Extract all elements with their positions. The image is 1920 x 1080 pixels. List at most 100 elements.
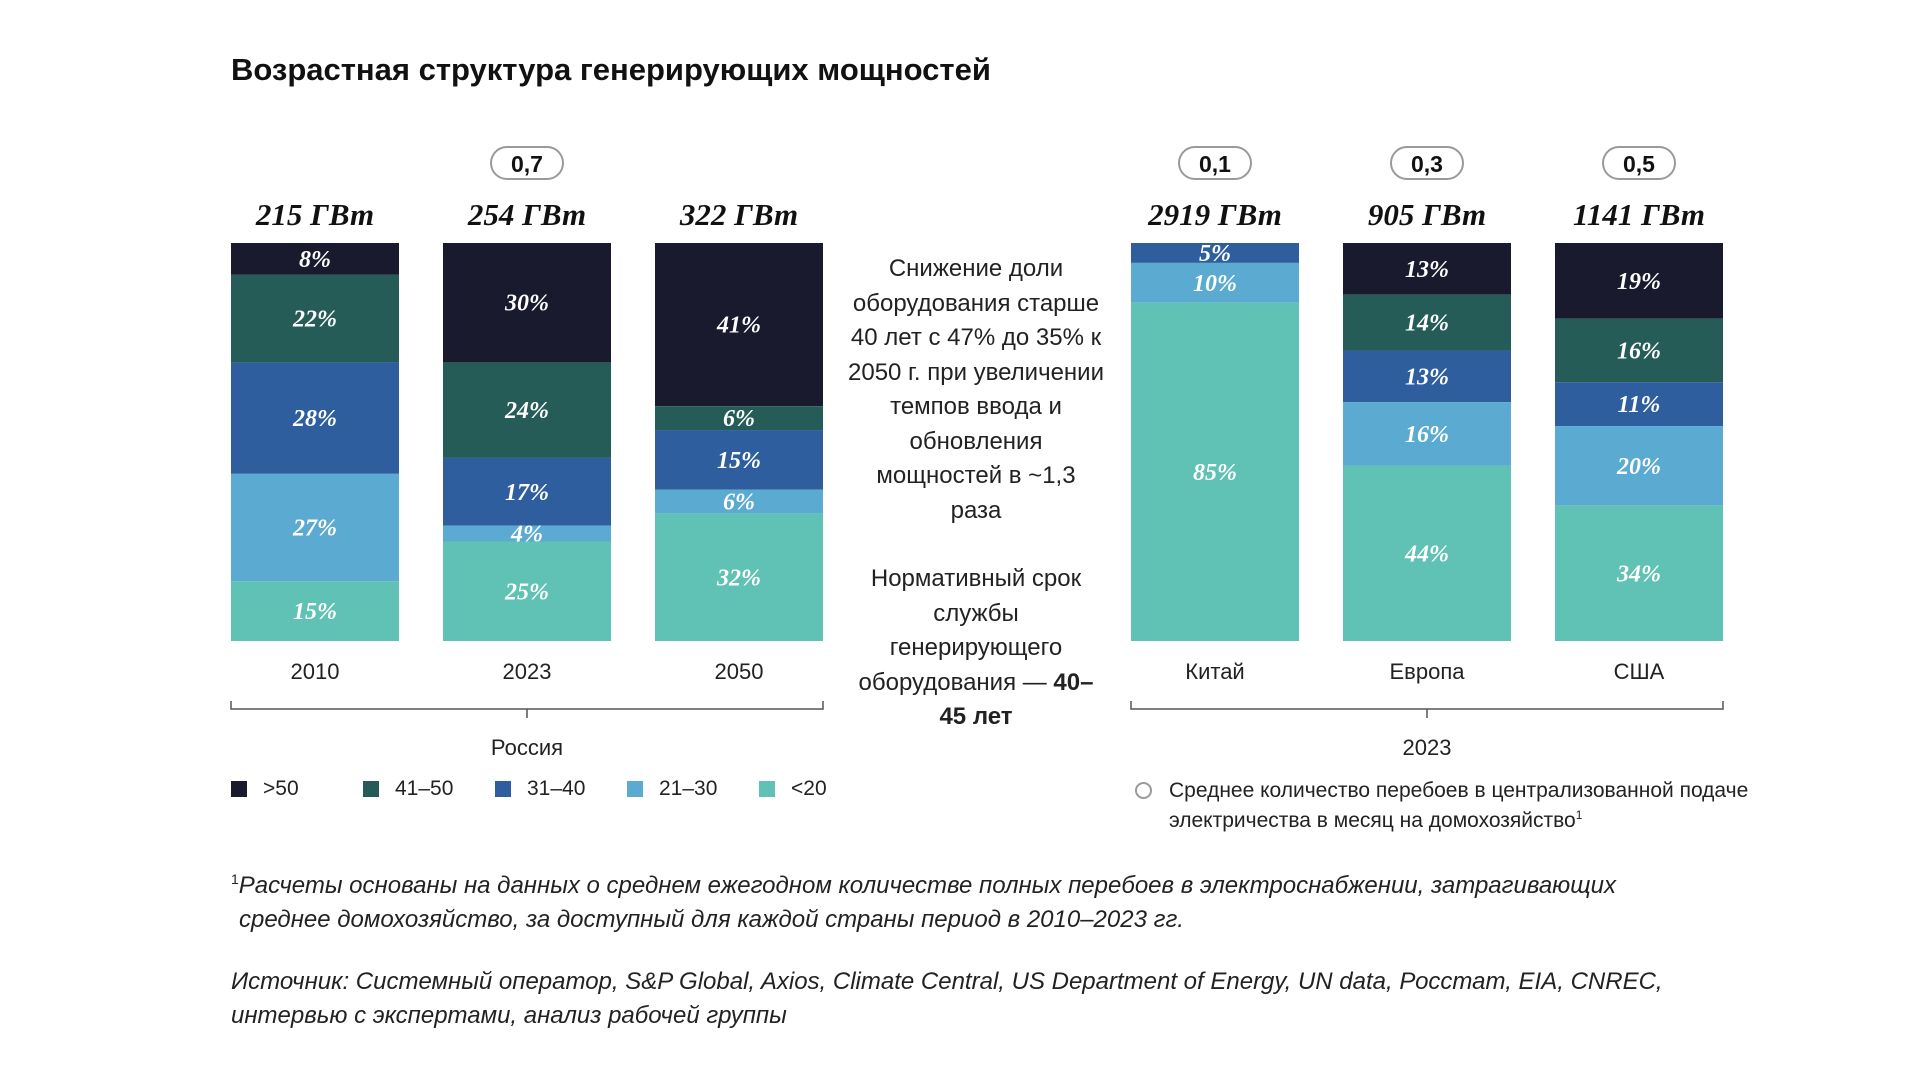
data-label: 11%	[1618, 392, 1661, 418]
legend-item-21-30: 21–30	[627, 777, 755, 801]
legend-swatch	[363, 781, 379, 797]
category-label: 2023	[503, 659, 552, 684]
category-label: 2010	[291, 659, 340, 684]
group-bracket	[230, 701, 824, 718]
footnote-line2: среднее домохозяйство, за доступный для …	[239, 906, 1184, 933]
group-label: Россия	[491, 735, 563, 760]
bar-segment	[231, 274, 399, 363]
chart-title: Возрастная структура генерирующих мощнос…	[231, 52, 991, 87]
legend-swatch	[759, 781, 775, 797]
group-bracket	[1130, 701, 1724, 718]
bar-total-label: 905 ГВт	[1368, 197, 1486, 232]
legend-label: >50	[263, 777, 299, 800]
bar-segment	[655, 430, 823, 490]
legend-item-31-40: 31–40	[495, 777, 623, 801]
data-label: 19%	[1617, 269, 1661, 295]
legend-outage-text: Среднее количество перебоев в централизо…	[1169, 778, 1749, 833]
bar-segment	[1343, 243, 1511, 295]
data-label: 6%	[723, 406, 755, 432]
data-label: 44%	[1404, 541, 1449, 567]
footnote: 1Расчеты основаны на данных о среднем еж…	[231, 862, 1751, 937]
footnote-line1: Расчеты основаны на данных о среднем еже…	[238, 872, 1616, 899]
category-label: Европа	[1390, 659, 1466, 684]
bar-segment	[443, 541, 611, 641]
bar-segment	[1555, 505, 1723, 641]
bar-segment	[1131, 262, 1299, 303]
category-label: Китай	[1185, 659, 1244, 684]
bar-segment	[655, 513, 823, 641]
data-label: 8%	[299, 247, 331, 273]
bar-segment	[655, 406, 823, 431]
legend: >50 41–50 31–40 21–30 <20	[231, 777, 891, 801]
bar-total-label: 2919 ГВт	[1147, 197, 1282, 232]
bar-segment	[443, 362, 611, 458]
bar-segment	[655, 489, 823, 514]
bar-segment	[1343, 465, 1511, 641]
bar-total-label: 254 ГВт	[467, 197, 586, 232]
legend-swatch	[495, 781, 511, 797]
bar-segment	[1131, 302, 1299, 641]
legend-swatch	[627, 781, 643, 797]
data-label: 13%	[1405, 364, 1449, 390]
category-label: 2050	[715, 659, 764, 684]
data-label: 10%	[1193, 271, 1237, 297]
source: Источник: Системный оператор, S&P Global…	[231, 965, 1751, 1033]
bar-segment	[1343, 294, 1511, 351]
category-label: США	[1614, 659, 1665, 684]
bar-segment	[655, 243, 823, 407]
bar-segment	[1555, 318, 1723, 383]
data-label: 41%	[716, 313, 761, 339]
middle-note: Снижение доли оборудования старше 40 лет…	[848, 252, 1104, 769]
legend-item-gt50: >50	[231, 777, 359, 801]
bar-segment	[1555, 382, 1723, 427]
bar-total-label: 322 ГВт	[679, 197, 798, 232]
outage-pill	[1390, 146, 1464, 180]
bar-segment	[443, 243, 611, 363]
data-label: 16%	[1405, 422, 1449, 448]
data-label: 17%	[505, 480, 549, 506]
data-label: 32%	[716, 565, 761, 591]
legend-outage-label: Среднее количество перебоев в централизо…	[1169, 779, 1749, 832]
data-label: 30%	[504, 291, 549, 317]
norm-note: Нормативный срок службы генерирующего об…	[848, 562, 1104, 735]
middle-note-text: Снижение доли оборудования старше 40 лет…	[848, 255, 1104, 524]
outage-pill	[490, 146, 564, 180]
bar-segment	[1131, 243, 1299, 263]
outage-value: 0,1	[1199, 151, 1231, 177]
bar-segment	[231, 243, 399, 275]
data-label: 27%	[292, 516, 337, 542]
legend-item-lt20: <20	[759, 777, 887, 801]
bar-segment	[231, 581, 399, 641]
bar-total-label: 1141 ГВт	[1573, 197, 1705, 232]
bar-segment	[1555, 426, 1723, 506]
outage-value: 0,3	[1411, 151, 1443, 177]
bar-segment	[1555, 243, 1723, 319]
bar-segment	[443, 525, 611, 542]
data-label: 85%	[1193, 460, 1237, 486]
legend-label: 41–50	[395, 777, 454, 800]
bar-segment	[1343, 350, 1511, 403]
data-label: 13%	[1405, 257, 1449, 283]
legend-outage: Среднее количество перебоев в централизо…	[1135, 778, 1749, 833]
data-label: 22%	[292, 307, 337, 333]
outage-value: 0,5	[1623, 151, 1655, 177]
legend-label: 31–40	[527, 777, 586, 800]
footnote-ref: 1	[1575, 808, 1583, 822]
legend-swatch	[231, 781, 247, 797]
data-label: 15%	[717, 448, 761, 474]
bar-segment	[231, 473, 399, 582]
data-label: 24%	[504, 398, 549, 424]
data-label: 34%	[1616, 561, 1661, 587]
data-label: 28%	[292, 406, 337, 432]
data-label: 5%	[1199, 241, 1231, 267]
outage-value: 0,7	[511, 151, 543, 177]
outage-pill	[1178, 146, 1252, 180]
outage-pill	[1602, 146, 1676, 180]
data-label: 6%	[723, 490, 755, 516]
data-label: 25%	[504, 579, 549, 605]
bar-segment	[1343, 402, 1511, 466]
norm-note-prefix: Нормативный срок службы генерирующего об…	[858, 565, 1082, 696]
bar-segment	[443, 457, 611, 526]
legend-label: <20	[791, 777, 827, 800]
norm-note-bold: 40–45 лет	[939, 668, 1094, 731]
